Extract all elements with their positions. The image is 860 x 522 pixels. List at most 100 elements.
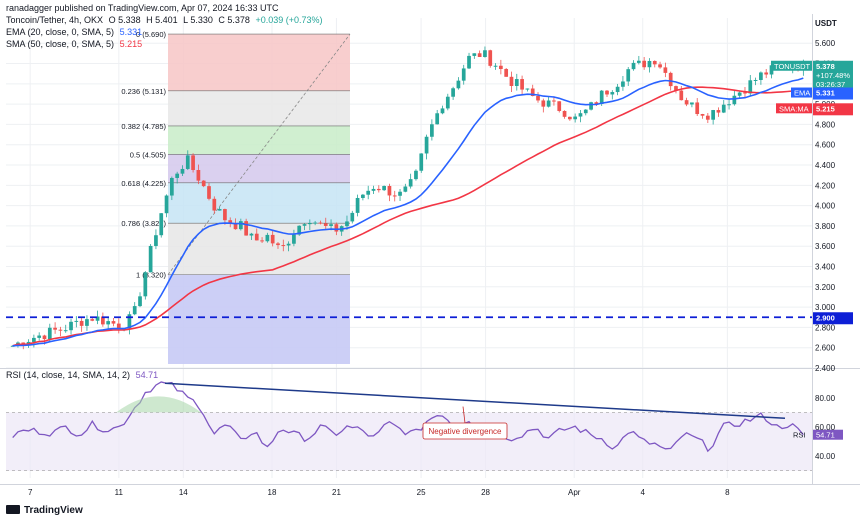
candle-body — [408, 179, 413, 187]
candle-body — [764, 72, 769, 75]
price-tick-label: 3.000 — [815, 303, 836, 312]
tradingview-footer[interactable]: TradingView — [6, 505, 83, 516]
divergence-label: Negative divergence — [429, 427, 502, 436]
candle-body — [79, 320, 84, 326]
candle-body — [679, 90, 684, 101]
candle-body — [398, 191, 402, 196]
current-price-tag-text: 5.378 — [816, 62, 835, 71]
candle-body — [185, 155, 190, 169]
ohlc-close: C 5.378 — [218, 15, 250, 25]
candle-body — [626, 69, 631, 82]
candle-body — [716, 110, 721, 113]
candle-body — [307, 223, 312, 225]
price-tick-label: 4.600 — [815, 141, 836, 150]
fib-level-label: 1 (3.320) — [136, 271, 167, 280]
divergence-label-box — [422, 422, 508, 440]
candle-body — [552, 100, 556, 102]
ohlc-change: +0.039 (+0.73%) — [255, 15, 323, 25]
rsi-legend-value: 54.71 — [135, 370, 159, 380]
candle-body — [223, 209, 227, 221]
fib-zone — [168, 90, 350, 126]
candle-body — [652, 60, 657, 65]
candle-body — [525, 88, 530, 90]
rsi-legend[interactable]: RSI (14, close, 14, SMA, 14, 2) 54.71 — [6, 370, 158, 381]
candle-body — [605, 90, 609, 95]
ohlc-low: L 5.330 — [183, 15, 213, 25]
price-tick-label: 5.600 — [815, 39, 836, 48]
candle-body — [175, 173, 180, 178]
sma-price-tag-text: 5.215 — [816, 104, 835, 113]
ohlc-high: H 5.401 — [146, 15, 178, 25]
candle-body — [217, 209, 222, 211]
candle-body — [461, 68, 466, 81]
rsi-tick-label: 40.00 — [815, 452, 836, 461]
time-tick-label: 4 — [641, 488, 646, 497]
sma-legend-value: 5.215 — [119, 39, 143, 49]
time-tick-label: 8 — [725, 488, 730, 497]
candle-body — [281, 245, 286, 247]
axes: 2.400 2.600 2.800 3.000 3.200 3.400 3.600 3.800… — [0, 14, 860, 497]
candle-body — [684, 100, 689, 105]
candle-body — [440, 108, 445, 114]
candle-body — [63, 330, 68, 332]
candle-body — [164, 195, 169, 214]
fib-zone — [168, 34, 350, 91]
candle-body — [594, 102, 599, 105]
candle-body — [530, 88, 535, 97]
candle-body — [690, 102, 694, 105]
candlesticks — [10, 46, 806, 350]
fib-zone — [168, 154, 350, 183]
sma-legend[interactable]: SMA (50, close, 0, SMA, 5) 5.215 — [6, 39, 142, 50]
symbol-legend[interactable]: Toncoin/Tether, 4h, OKX O 5.338 H 5.401 … — [6, 15, 323, 26]
tradingview-brand: TradingView — [24, 505, 83, 516]
candle-body — [292, 234, 296, 244]
time-tick-label: 14 — [179, 488, 188, 497]
support-price-tag: 2.900 — [813, 312, 853, 325]
candle-body — [748, 80, 753, 94]
candle-body — [159, 213, 164, 236]
candle-body — [615, 86, 620, 93]
candle-body — [148, 245, 153, 273]
candle-body — [419, 153, 424, 171]
candle-body — [366, 190, 371, 195]
ohlc-open: O 5.338 — [108, 15, 141, 25]
candle-body — [387, 185, 392, 196]
candle-body — [705, 115, 710, 120]
candle-body — [233, 223, 238, 230]
candle-body — [138, 296, 142, 307]
candle-body — [318, 222, 323, 224]
rsi-pane: Negative divergence 54.71 RSI — [6, 381, 843, 472]
candle-body — [154, 235, 158, 246]
fib-level-label: 0.618 (4.225) — [121, 179, 166, 188]
candle-body — [599, 90, 604, 105]
candle-body — [589, 102, 593, 110]
time-tick-label: 28 — [481, 488, 490, 497]
time-tick-label: 25 — [417, 488, 426, 497]
price-tick-label: 4.000 — [815, 202, 836, 211]
fibonacci-retracement[interactable]: 0 (5.690) 0.236 (5.131) 0.382 (4.785) 0.5 (… — [121, 30, 351, 364]
ema-price-tag-text: 5.331 — [816, 89, 835, 98]
fib-zone — [168, 223, 350, 275]
rsi-divergence-trendline — [164, 382, 786, 420]
candle-body — [302, 224, 307, 226]
candle-body — [488, 50, 493, 66]
candle-body — [509, 76, 514, 86]
candle-body — [101, 316, 105, 325]
candle-body — [180, 168, 185, 174]
current-price-tag-label: TONUSDT — [774, 62, 811, 71]
fib-level-label: 0 (5.690) — [136, 30, 167, 39]
price-tick-label: 3.200 — [815, 283, 836, 292]
candle-body — [127, 314, 132, 329]
ema-legend[interactable]: EMA (20, close, 0, SMA, 5) 5.331 — [6, 27, 142, 38]
candle-body — [721, 104, 726, 113]
fib-level-label: 0.5 (4.505) — [130, 150, 167, 159]
price-tick-label: 3.400 — [815, 263, 836, 272]
tradingview-logo-icon — [6, 505, 20, 514]
candle-body — [578, 113, 583, 117]
candle-body — [647, 60, 652, 68]
candle-body — [58, 329, 63, 331]
candle-body — [557, 101, 562, 111]
candle-body — [445, 96, 450, 109]
candle-body — [111, 321, 116, 324]
